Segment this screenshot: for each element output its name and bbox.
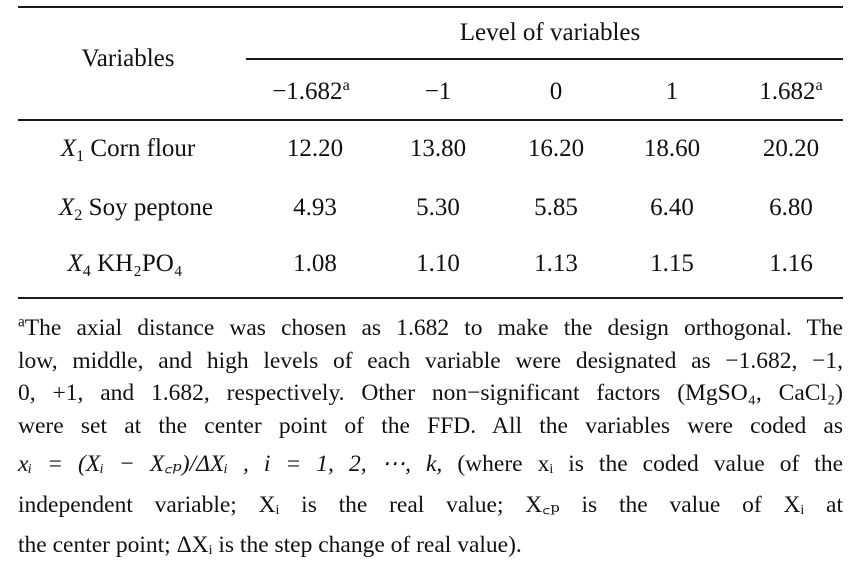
level-header-5: 1.682a (759, 76, 823, 105)
table-cell: 1.13 (534, 250, 578, 277)
table-cell: 6.80 (769, 194, 813, 221)
table-cell: 20.20 (762, 135, 820, 162)
footnote-line: 0, +1, and 1.682, respectively. Other no… (18, 380, 843, 406)
table-cell: 1.10 (416, 250, 460, 277)
table-cell: 1.08 (293, 250, 337, 277)
table-cell: 4.93 (293, 194, 337, 221)
level-header-2: −1 (424, 78, 452, 105)
variables-header: Variables (81, 45, 175, 72)
table-bottom-rule (18, 297, 843, 299)
level-group-rule (246, 58, 843, 60)
level-group-header: Level of variables (459, 19, 641, 46)
table-cell: 1.16 (769, 250, 813, 277)
footnote-line: were set at the center point of the FFD.… (18, 412, 843, 439)
table-row-label: X4 KH₂PO₄ (67, 250, 183, 280)
footnote-formula-line: xᵢ = (Xᵢ − X꜀ₚ)/ΔXᵢ , i = 1, 2, ⋯, k, (w… (18, 451, 844, 477)
table-cell: 5.85 (534, 194, 578, 221)
footnote-line: the center point; ΔXᵢ is the step change… (18, 532, 522, 558)
table-cell: 16.20 (527, 135, 585, 162)
level-header-1: −1.682a (272, 76, 350, 105)
level-header-4: 1 (665, 78, 679, 105)
table-cell: 18.60 (643, 135, 701, 162)
table-cell: 12.20 (286, 135, 344, 162)
footnote-line: independent variable; Xᵢ is the real val… (18, 491, 843, 518)
coding-formula: xᵢ = (Xᵢ − X꜀ₚ)/ΔXᵢ , i = 1, 2, ⋯, k, (18, 451, 443, 477)
table-cell: 5.30 (416, 194, 460, 221)
footnote-line: low, middle, and high levels of each var… (18, 347, 843, 374)
table-footnote: aThe axial distance was chosen as 1.682 … (18, 312, 843, 562)
table-cell: 1.15 (650, 250, 694, 277)
table-cell: 13.80 (409, 135, 467, 162)
table-top-rule (18, 6, 843, 8)
level-header-3: 0 (549, 78, 563, 105)
table-row-label: X2 Soy peptone (59, 194, 213, 224)
table-row-label: X1 Corn flour (60, 135, 196, 165)
footnote-line: aThe axial distance was chosen as 1.682 … (18, 313, 843, 341)
table-cell: 6.40 (650, 194, 694, 221)
header-bottom-rule (18, 119, 843, 121)
